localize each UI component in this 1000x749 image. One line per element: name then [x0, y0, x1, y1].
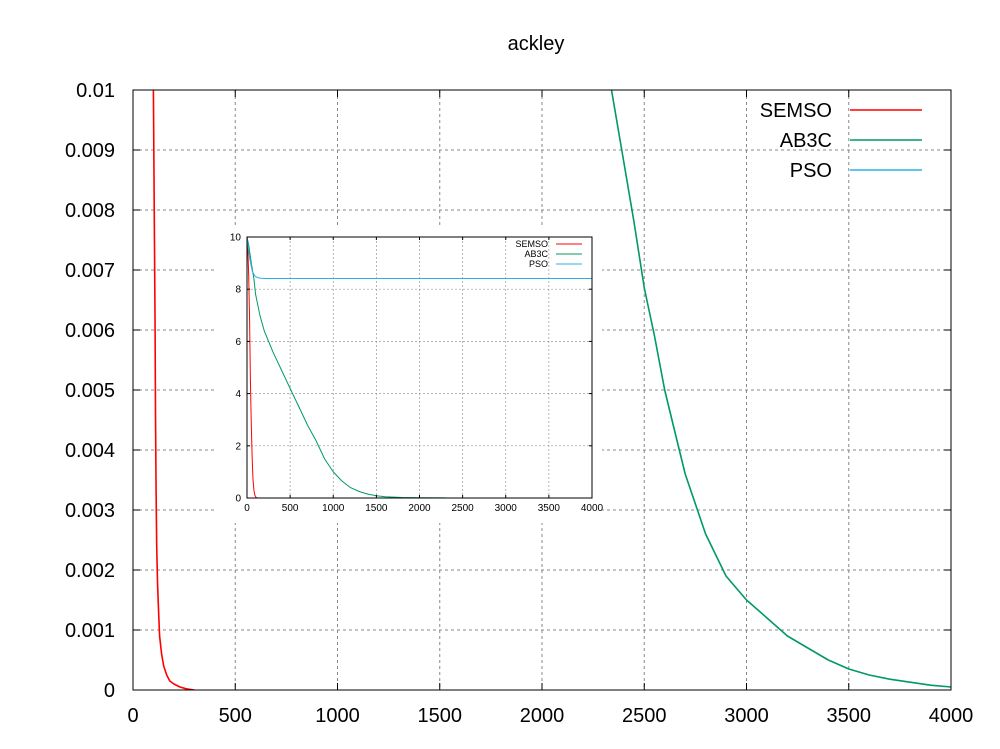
x-tick-label: 500	[219, 705, 252, 727]
x-tick-label: 0	[127, 705, 138, 727]
y-tick-label: 0.01	[76, 80, 115, 102]
y-tick-label: 0.002	[65, 560, 115, 582]
y-tick-label: 0.005	[65, 380, 115, 402]
y-tick-label: 0.006	[65, 320, 115, 342]
x-tick-label: 3500	[538, 503, 561, 514]
x-tick-label: 3500	[827, 705, 872, 727]
y-tick-label: 6	[235, 337, 241, 348]
x-tick-label: 3000	[495, 503, 518, 514]
inset-grid	[247, 237, 592, 498]
x-tick-label: 2500	[452, 503, 475, 514]
y-tick-label: 0.001	[65, 620, 115, 642]
main-legend: SEMSO AB3C PSO	[760, 100, 922, 182]
x-tick-label: 1000	[315, 705, 360, 727]
y-tick-label: 10	[230, 233, 242, 244]
x-tick-label: 2500	[622, 705, 667, 727]
legend-label-semso: SEMSO	[515, 239, 548, 249]
main-ticks: 0 500 1000 1500 2000 2500 3000 3500 400000.0010.…	[65, 80, 973, 727]
x-tick-label: 4000	[929, 705, 974, 727]
y-tick-label: 0	[235, 494, 241, 505]
x-tick-label: 2000	[520, 705, 565, 727]
y-tick-label: 0.003	[65, 500, 115, 522]
x-tick-label: 1500	[418, 705, 463, 727]
series-line-pso	[247, 237, 592, 279]
y-tick-label: 8	[235, 285, 241, 296]
inset-ticks: 0 500 1000 1500 2000 2500 3000 3500 4000 0 2 4 6 8 10	[230, 233, 604, 515]
y-tick-label: 2	[235, 441, 241, 452]
y-tick-label: 0.004	[65, 440, 115, 462]
legend-label-pso: PSO	[529, 259, 548, 269]
legend-label-ab3c: AB3C	[780, 130, 832, 152]
y-tick-label: 4	[235, 389, 241, 400]
x-tick-label: 4000	[581, 503, 604, 514]
x-tick-label: 0	[244, 503, 250, 514]
inset-background	[217, 225, 602, 523]
legend-label-semso: SEMSO	[760, 100, 832, 122]
x-tick-label: 1000	[322, 503, 345, 514]
main-plot-area	[152, 90, 951, 690]
x-tick-label: 1500	[365, 503, 388, 514]
series-line-ab3c	[610, 90, 951, 688]
series-line-ab3c	[247, 237, 446, 498]
x-tick-label: 2000	[408, 503, 431, 514]
inset-plot-area	[247, 237, 592, 498]
series-line-semso	[247, 237, 258, 498]
series-line-semso	[152, 90, 195, 690]
x-tick-label: 3000	[724, 705, 769, 727]
y-tick-label: 0.009	[65, 140, 115, 162]
inset-chart: 0 500 1000 1500 2000 2500 3000 3500 40000246810 …	[217, 225, 604, 523]
y-tick-label: 0	[104, 680, 115, 702]
y-tick-label: 0.007	[65, 260, 115, 282]
chart-title: ackley	[508, 33, 565, 55]
legend-label-pso: PSO	[790, 160, 832, 182]
legend-label-ab3c: AB3C	[524, 249, 548, 259]
y-tick-label: 0.008	[65, 200, 115, 222]
x-tick-label: 500	[282, 503, 299, 514]
